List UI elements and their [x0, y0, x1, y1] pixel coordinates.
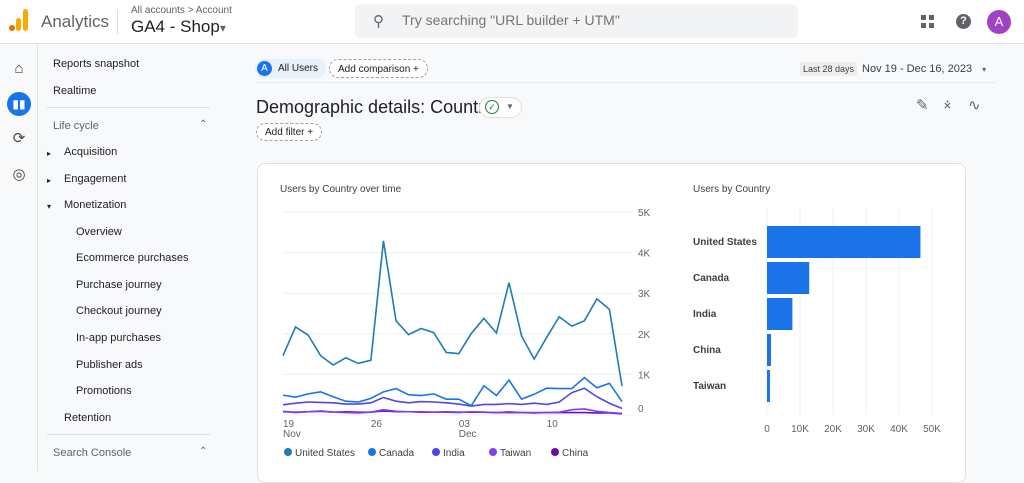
- divider: [47, 107, 210, 108]
- avatar[interactable]: A: [987, 10, 1011, 34]
- nav-checkout-journey[interactable]: Checkout journey: [76, 305, 162, 317]
- segment-letter: A: [257, 61, 272, 76]
- property-name: GA4 - Shop: [131, 17, 220, 36]
- nav-acquisition[interactable]: Acquisition: [64, 146, 118, 158]
- nav-overview[interactable]: Overview: [76, 226, 122, 238]
- share-icon[interactable]: ⨰: [943, 96, 952, 113]
- charts-card: Users by Country over time Users by Coun…: [257, 163, 966, 483]
- nav-promotions[interactable]: Promotions: [76, 385, 132, 397]
- divider: [47, 434, 210, 435]
- caret-down-icon: ▾: [47, 202, 52, 211]
- left-rail: ⌂ ▮▮ ⟳ ◎: [0, 45, 38, 471]
- search-icon: ⚲: [373, 13, 384, 30]
- nav-publisher-ads[interactable]: Publisher ads: [76, 359, 143, 371]
- nav-ecommerce-purchases[interactable]: Ecommerce purchases: [76, 252, 189, 264]
- check-circle-icon: ✓: [485, 100, 499, 114]
- analytics-logo[interactable]: [9, 9, 29, 31]
- caret-down-icon: ▾: [982, 65, 987, 74]
- apps-grid-icon[interactable]: [921, 15, 934, 28]
- nav-reports-snapshot[interactable]: Reports snapshot: [53, 58, 140, 70]
- date-range: Nov 19 - Dec 16, 2023: [862, 63, 973, 75]
- date-preset: Last 28 days: [800, 62, 858, 76]
- search-input[interactable]: [402, 12, 782, 28]
- nav-purchase-journey[interactable]: Purchase journey: [76, 279, 162, 291]
- date-range-picker[interactable]: Last 28 days Nov 19 - Dec 16, 2023 ▾: [800, 62, 987, 76]
- property-selector[interactable]: GA4 - Shop▾: [131, 17, 226, 37]
- report-status-dropdown[interactable]: ✓ ▼: [479, 97, 522, 118]
- nav-retention[interactable]: Retention: [64, 412, 112, 424]
- search-bar[interactable]: ⚲: [355, 4, 798, 38]
- segment-label: All Users: [278, 63, 319, 74]
- divider: [117, 10, 118, 34]
- top-bar: Analytics All accounts > Account GA4 - S…: [0, 0, 1024, 44]
- home-icon[interactable]: ⌂: [14, 60, 24, 77]
- advertising-icon[interactable]: ◎: [12, 166, 26, 183]
- add-comparison-button[interactable]: Add comparison +: [329, 59, 428, 78]
- nav-engagement[interactable]: Engagement: [64, 173, 127, 185]
- insights-icon[interactable]: ∿: [968, 97, 981, 114]
- add-filter-button[interactable]: Add filter +: [256, 123, 323, 141]
- nav-section-life-cycle[interactable]: Life cycle: [53, 120, 99, 132]
- explore-icon[interactable]: ⟳: [12, 130, 26, 147]
- caret-right-icon: ▸: [47, 176, 52, 185]
- chevron-up-icon[interactable]: ⌃: [199, 446, 208, 457]
- sidebar-nav: Reports snapshot Realtime Life cycle ⌃ ▸…: [39, 45, 219, 471]
- caret-down-icon: ▾: [219, 21, 226, 35]
- bar-chart-title: Users by Country: [693, 184, 771, 195]
- divider: [256, 82, 996, 83]
- app-title: Analytics: [41, 12, 110, 31]
- nav-monetization[interactable]: Monetization: [64, 199, 127, 211]
- nav-section-search-console[interactable]: Search Console: [53, 447, 132, 459]
- segment-chip-all-users[interactable]: A All Users: [255, 59, 327, 78]
- line-chart-title: Users by Country over time: [280, 184, 402, 195]
- reports-icon[interactable]: ▮▮: [7, 92, 31, 116]
- account-breadcrumb[interactable]: All accounts > Account: [131, 5, 232, 16]
- help-icon[interactable]: ?: [956, 14, 971, 29]
- nav-in-app-purchases[interactable]: In-app purchases: [76, 332, 161, 344]
- chevron-up-icon[interactable]: ⌃: [199, 119, 208, 130]
- nav-realtime[interactable]: Realtime: [53, 85, 97, 97]
- caret-down-icon: ▼: [506, 102, 514, 111]
- customize-report-icon[interactable]: ✎: [916, 97, 929, 114]
- caret-right-icon: ▸: [47, 149, 52, 158]
- page-title: Demographic details: Country: [256, 97, 494, 117]
